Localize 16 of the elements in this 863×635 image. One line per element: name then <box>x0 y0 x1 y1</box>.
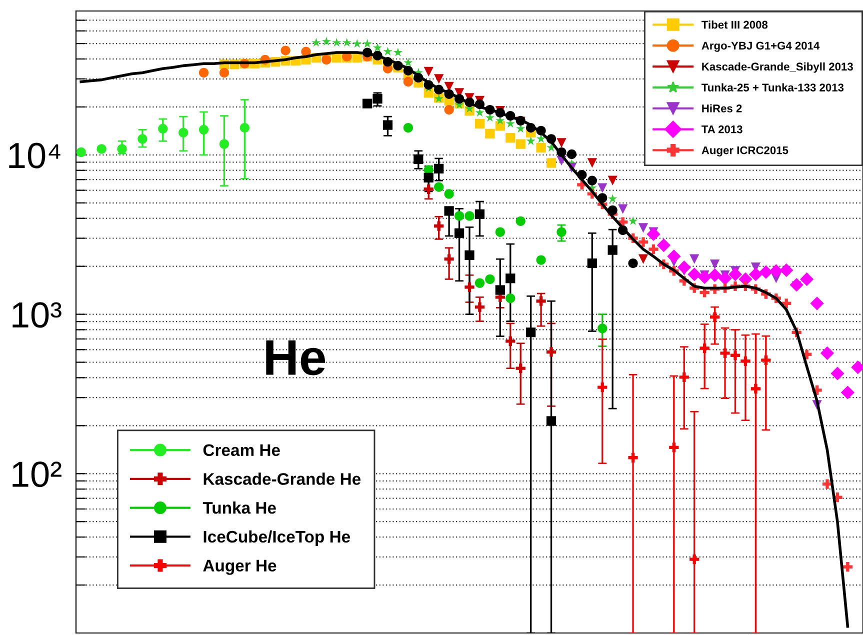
y-tick-label: 10⁴ <box>9 142 60 168</box>
legend-label: HiRes 2 <box>702 104 742 112</box>
legend-label: Kascade-Grande_Sibyll 2013 <box>702 62 853 73</box>
legend-label: Tunka He <box>202 502 276 514</box>
legend-label: Tibet III 2008 <box>702 20 768 29</box>
legend-label: Tunka-25 + Tunka-133 2013 <box>702 83 844 92</box>
legend-label: TA 2013 <box>702 125 742 134</box>
legend-label: IceCube/IceTop He <box>204 530 350 546</box>
legend-label: Argo-YBJ G1+G4 2014 <box>702 42 820 52</box>
y-tick-label: 10³ <box>12 302 62 328</box>
legend-label: Auger He <box>203 560 276 575</box>
legend-label: Cream He <box>203 444 280 456</box>
legend-label: Kascade-Grande He <box>204 472 361 485</box>
legend-label: Auger ICRC2015 <box>702 146 788 156</box>
annotation: He <box>266 340 326 376</box>
y-tick-label: 10² <box>12 462 62 488</box>
